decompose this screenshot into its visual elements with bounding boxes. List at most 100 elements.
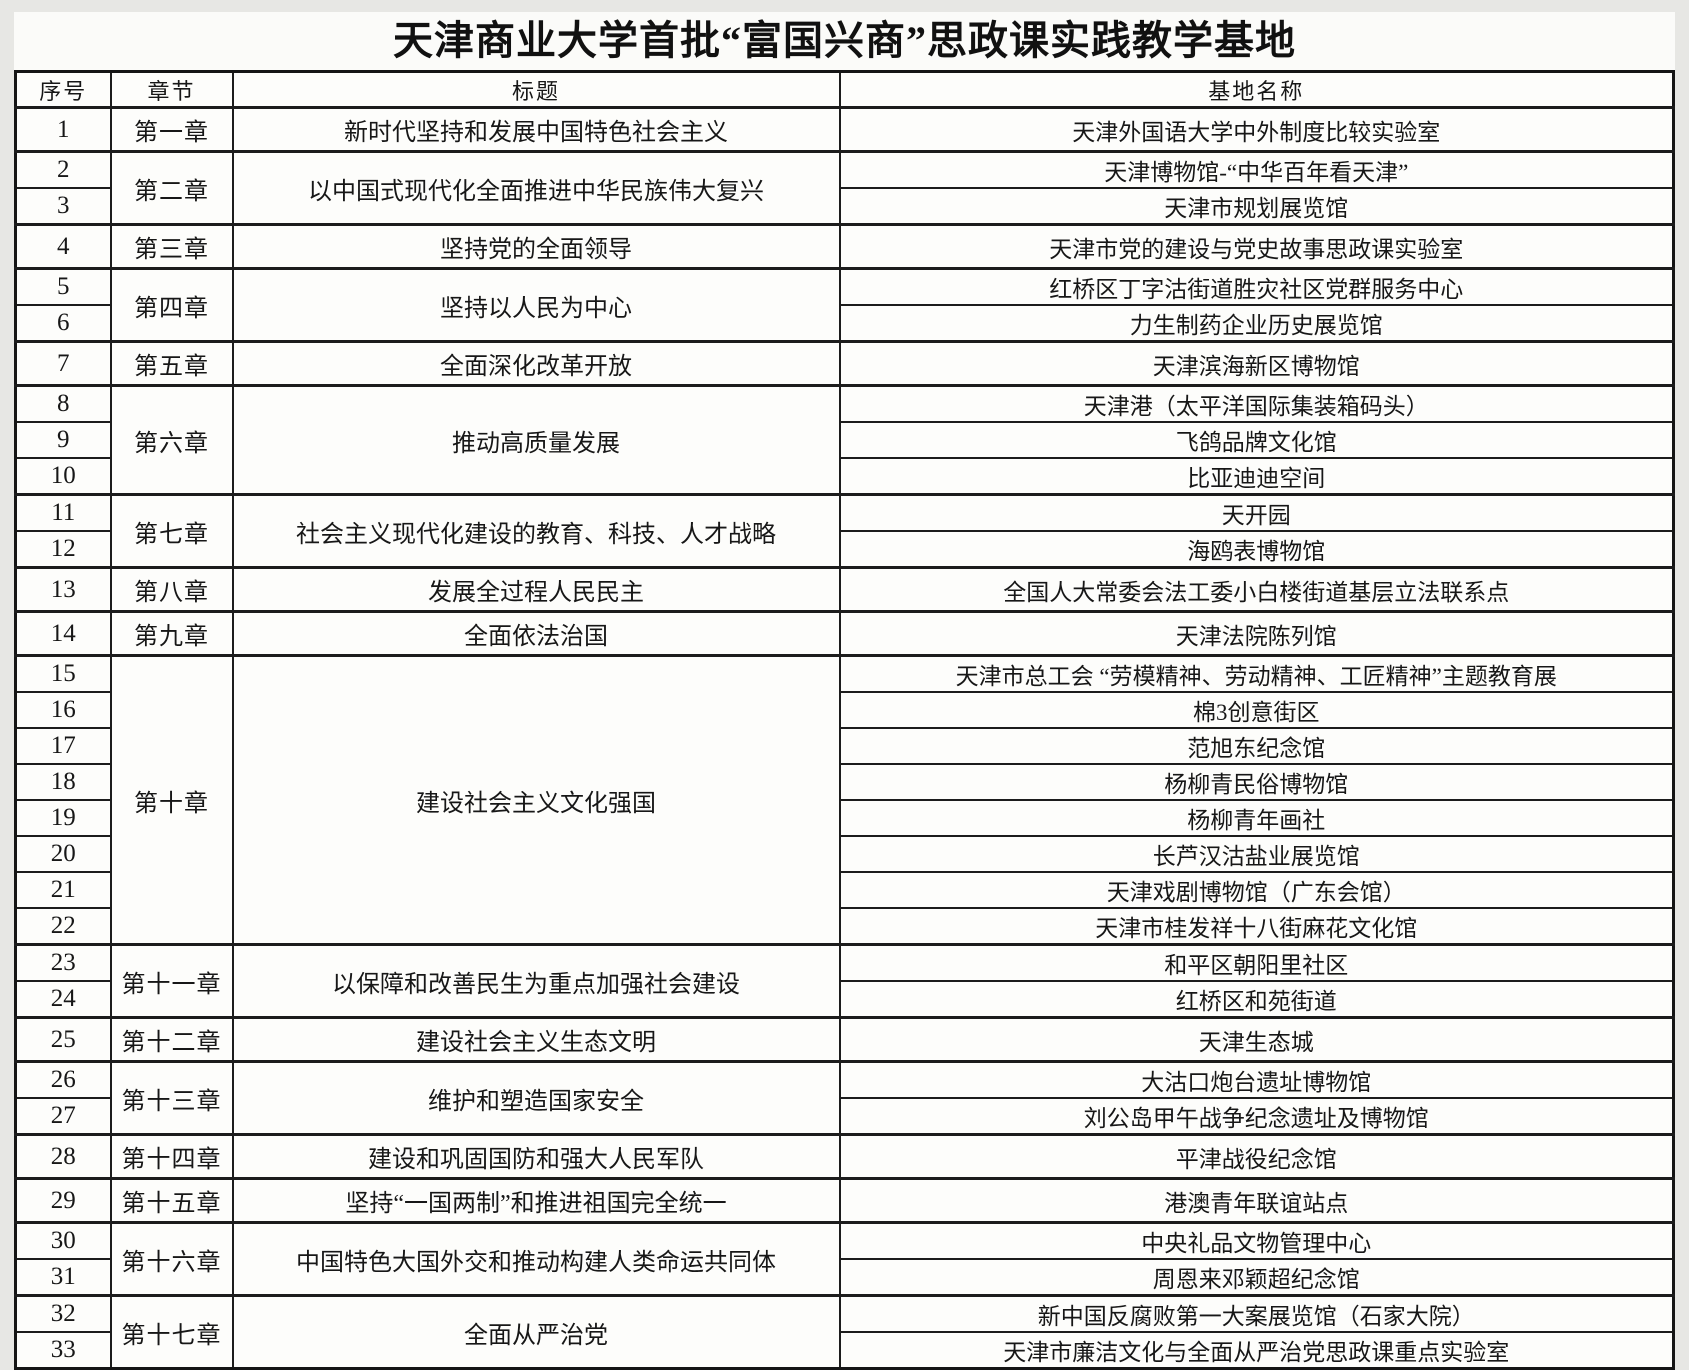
base-name-cell: 比亚迪迪空间 bbox=[838, 457, 1675, 496]
row-number-cell: 14 bbox=[14, 610, 112, 657]
base-name-cell: 杨柳青年画社 bbox=[838, 799, 1675, 837]
chapter-cell: 第三章 bbox=[109, 223, 234, 270]
base-name-cell: 天津市规划展览馆 bbox=[838, 187, 1675, 226]
table-row: 16 棉3创意街区 bbox=[14, 691, 1675, 729]
row-number-cell: 6 bbox=[14, 304, 112, 343]
row-number-cell: 5 bbox=[14, 267, 112, 306]
table-row: 1 第一章 新时代坚持和发展中国特色社会主义 天津外国语大学中外制度比较实验室 bbox=[14, 106, 1675, 153]
base-name-cell: 力生制药企业历史展览馆 bbox=[838, 304, 1675, 343]
table-row: 8 第六章 推动高质量发展 天津港（太平洋国际集装箱码头） bbox=[14, 384, 1675, 496]
table-row: 25 第十二章 建设社会主义生态文明 天津生态城 bbox=[14, 1016, 1675, 1063]
table-row: 20 长芦汉沽盐业展览馆 bbox=[14, 835, 1675, 873]
row-number-cell: 1 bbox=[14, 106, 112, 153]
chapter-cell: 第十六章 bbox=[109, 1221, 234, 1297]
chapter-cell: 第十二章 bbox=[109, 1016, 234, 1063]
chapter-title-cell: 以保障和改善民生为重点加强社会建设 bbox=[231, 943, 841, 1019]
base-name-cell: 红桥区和苑街道 bbox=[838, 980, 1675, 1019]
table-row: 5 第四章 坚持以人民为中心 红桥区丁字沽街道胜灾社区党群服务中心 bbox=[14, 267, 1675, 343]
table-row: 12 海鸥表博物馆 bbox=[14, 530, 1675, 569]
table-row: 21 天津戏剧博物馆（广东会馆） bbox=[14, 871, 1675, 909]
base-name-cell: 天津戏剧博物馆（广东会馆） bbox=[838, 871, 1675, 909]
column-header-2: 标题 bbox=[231, 70, 841, 109]
chapter-title-cell: 中国特色大国外交和推动构建人类命运共同体 bbox=[231, 1221, 841, 1297]
base-name-cell: 港澳青年联谊站点 bbox=[838, 1177, 1675, 1224]
chapter-title-cell: 推动高质量发展 bbox=[231, 384, 841, 496]
page-title: 天津商业大学首批“富国兴商”思政课实践教学基地 bbox=[14, 12, 1675, 70]
base-name-cell: 天津市桂发祥十八街麻花文化馆 bbox=[838, 907, 1675, 946]
table-row: 13 第八章 发展全过程人民民主 全国人大常委会法工委小白楼街道基层立法联系点 bbox=[14, 566, 1675, 613]
document-card: 天津商业大学首批“富国兴商”思政课实践教学基地 序号 章节 标题 基地名称 1 第一章新… bbox=[14, 12, 1675, 1370]
row-number-cell: 9 bbox=[14, 421, 112, 459]
column-header-3: 基地名称 bbox=[838, 70, 1675, 109]
chapter-cell: 第四章 bbox=[109, 267, 234, 343]
row-number-cell: 28 bbox=[14, 1133, 112, 1180]
table-row: 4 第三章 坚持党的全面领导 天津市党的建设与党史故事思政课实验室 bbox=[14, 223, 1675, 270]
base-name-cell: 飞鸽品牌文化馆 bbox=[838, 421, 1675, 459]
table-row: 18 杨柳青民俗博物馆 bbox=[14, 763, 1675, 801]
table-row: 22 天津市桂发祥十八街麻花文化馆 bbox=[14, 907, 1675, 946]
row-number-cell: 4 bbox=[14, 223, 112, 270]
row-number-cell: 8 bbox=[14, 384, 112, 423]
base-name-cell: 海鸥表博物馆 bbox=[838, 530, 1675, 569]
row-number-cell: 17 bbox=[14, 727, 112, 765]
table-row: 29 第十五章 坚持“一国两制”和推进祖国完全统一 港澳青年联谊站点 bbox=[14, 1177, 1675, 1224]
base-name-cell: 天津生态城 bbox=[838, 1016, 1675, 1063]
row-number-cell: 20 bbox=[14, 835, 112, 873]
table-row: 10 比亚迪迪空间 bbox=[14, 457, 1675, 496]
chapter-cell: 第十七章 bbox=[109, 1294, 234, 1370]
row-number-cell: 26 bbox=[14, 1060, 112, 1099]
table-row: 28 第十四章 建设和巩固国防和强大人民军队 平津战役纪念馆 bbox=[14, 1133, 1675, 1180]
chapter-cell: 第九章 bbox=[109, 610, 234, 657]
chapter-title-cell: 坚持以人民为中心 bbox=[231, 267, 841, 343]
bases-table: 序号 章节 标题 基地名称 1 第一章 新时代坚持和发展中国特色社会主义 天津外国语大学中外… bbox=[14, 70, 1675, 1370]
chapter-title-cell: 社会主义现代化建设的教育、科技、人才战略 bbox=[231, 493, 841, 569]
chapter-title-cell: 全面依法治国 bbox=[231, 610, 841, 657]
row-number-cell: 12 bbox=[14, 530, 112, 569]
base-name-cell: 天津市总工会 “劳模精神、劳动精神、工匠精神”主题教育展 bbox=[838, 654, 1675, 693]
table-row: 3 天津市规划展览馆 bbox=[14, 187, 1675, 226]
row-number-cell: 13 bbox=[14, 566, 112, 613]
chapter-cell: 第十三章 bbox=[109, 1060, 234, 1136]
base-name-cell: 天津港（太平洋国际集装箱码头） bbox=[838, 384, 1675, 423]
row-number-cell: 7 bbox=[14, 340, 112, 387]
base-name-cell: 天开园 bbox=[838, 493, 1675, 532]
row-number-cell: 16 bbox=[14, 691, 112, 729]
base-name-cell: 红桥区丁字沽街道胜灾社区党群服务中心 bbox=[838, 267, 1675, 306]
chapter-cell: 第八章 bbox=[109, 566, 234, 613]
table-row: 30 第十六章 中国特色大国外交和推动构建人类命运共同体 中央礼品文物管理中心 bbox=[14, 1221, 1675, 1297]
chapter-title-cell: 全面从严治党 bbox=[231, 1294, 841, 1370]
base-name-cell: 天津外国语大学中外制度比较实验室 bbox=[838, 106, 1675, 153]
row-number-cell: 2 bbox=[14, 150, 112, 189]
row-number-cell: 30 bbox=[14, 1221, 112, 1260]
table-row: 11 第七章 社会主义现代化建设的教育、科技、人才战略 天开园 bbox=[14, 493, 1675, 569]
table-row: 24 红桥区和苑街道 bbox=[14, 980, 1675, 1019]
row-number-cell: 23 bbox=[14, 943, 112, 982]
chapter-title-cell: 维护和塑造国家安全 bbox=[231, 1060, 841, 1136]
base-name-cell: 范旭东纪念馆 bbox=[838, 727, 1675, 765]
chapter-cell: 第十五章 bbox=[109, 1177, 234, 1224]
row-number-cell: 21 bbox=[14, 871, 112, 909]
chapter-cell: 第一章 bbox=[109, 106, 234, 153]
table-row: 9 飞鸽品牌文化馆 bbox=[14, 421, 1675, 459]
base-name-cell: 周恩来邓颖超纪念馆 bbox=[838, 1258, 1675, 1297]
chapter-title-cell: 建设和巩固国防和强大人民军队 bbox=[231, 1133, 841, 1180]
base-name-cell: 天津法院陈列馆 bbox=[838, 610, 1675, 657]
table-row: 27 刘公岛甲午战争纪念遗址及博物馆 bbox=[14, 1097, 1675, 1136]
row-number-cell: 29 bbox=[14, 1177, 112, 1224]
row-number-cell: 33 bbox=[14, 1331, 112, 1370]
chapter-title-cell: 以中国式现代化全面推进中华民族伟大复兴 bbox=[231, 150, 841, 226]
row-number-cell: 15 bbox=[14, 654, 112, 693]
chapter-cell: 第十一章 bbox=[109, 943, 234, 1019]
base-name-cell: 天津博物馆-“中华百年看天津” bbox=[838, 150, 1675, 189]
table-row: 19 杨柳青年画社 bbox=[14, 799, 1675, 837]
row-number-cell: 24 bbox=[14, 980, 112, 1019]
base-name-cell: 刘公岛甲午战争纪念遗址及博物馆 bbox=[838, 1097, 1675, 1136]
table-row: 15 第十章 建设社会主义文化强国 天津市总工会 “劳模精神、劳动精神、工匠精神”主题… bbox=[14, 654, 1675, 946]
row-number-cell: 25 bbox=[14, 1016, 112, 1063]
chapter-cell: 第十四章 bbox=[109, 1133, 234, 1180]
base-name-cell: 长芦汉沽盐业展览馆 bbox=[838, 835, 1675, 873]
chapter-title-cell: 新时代坚持和发展中国特色社会主义 bbox=[231, 106, 841, 153]
base-name-cell: 大沽口炮台遗址博物馆 bbox=[838, 1060, 1675, 1099]
chapter-cell: 第五章 bbox=[109, 340, 234, 387]
table-row: 32 第十七章 全面从严治党 新中国反腐败第一大案展览馆（石家大院） bbox=[14, 1294, 1675, 1370]
